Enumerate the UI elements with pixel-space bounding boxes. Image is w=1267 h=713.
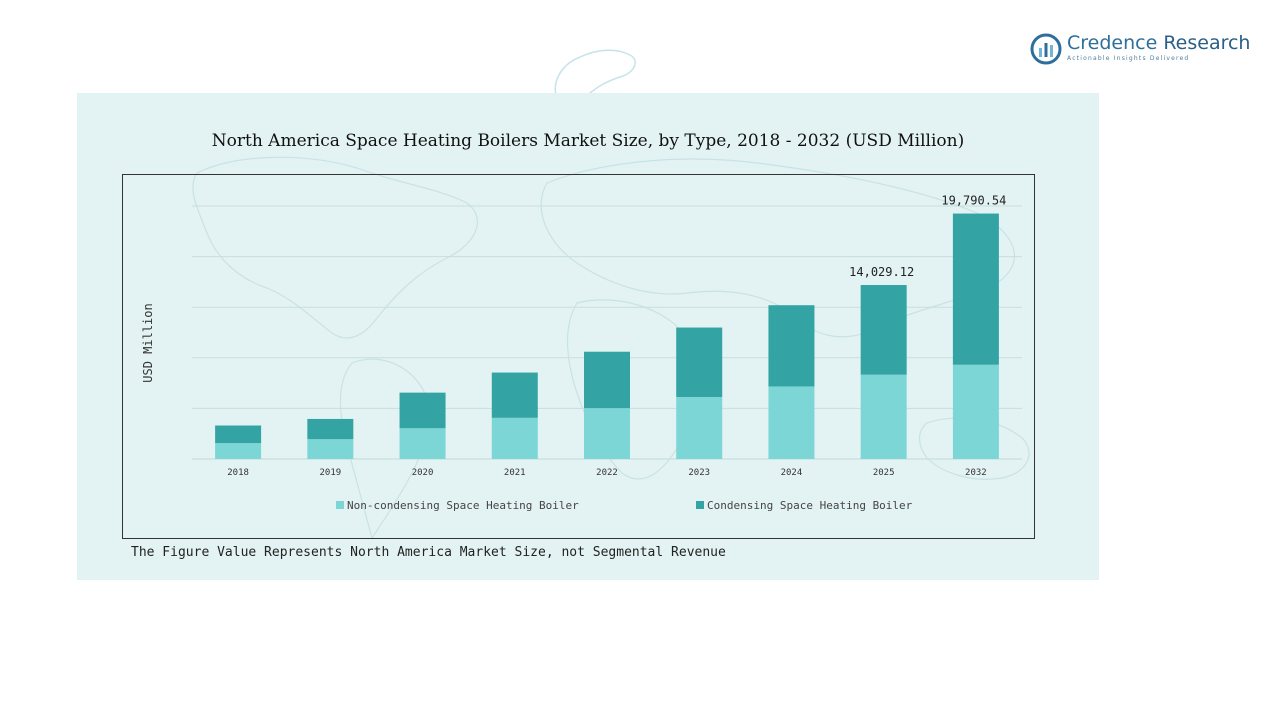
x-tick-label: 2018 [227, 468, 249, 478]
x-tick-label: 2023 [688, 468, 710, 478]
logo-name-part2: Research [1157, 32, 1251, 54]
bar-non-condensing-2019 [307, 439, 354, 459]
bar-non-condensing-2025 [860, 374, 907, 459]
bar-non-condensing-2020 [399, 428, 446, 459]
bar-non-condensing-2021 [491, 417, 538, 459]
bar-condensing-2023 [676, 327, 723, 397]
bar-condensing-2019 [307, 418, 354, 440]
bar-condensing-2018 [215, 425, 262, 444]
bar-condensing-2021 [491, 372, 538, 418]
bar-condensing-2022 [584, 351, 630, 409]
plot-frame [122, 174, 1035, 539]
x-tick-label: 2022 [596, 468, 618, 478]
bar-condensing-2032 [952, 213, 999, 365]
legend-label-0: Non-condensing Space Heating Boiler [347, 499, 579, 512]
bar-non-condensing-2024 [768, 386, 815, 459]
bars [215, 213, 999, 459]
chart-panel: North America Space Heating Boilers Mark… [77, 93, 1099, 580]
data-label-2025: 14,029.12 [849, 265, 914, 279]
legend: Non-condensing Space Heating Boiler Conde… [336, 499, 913, 512]
x-tick-label: 2024 [781, 468, 803, 478]
x-tick-label: 2032 [965, 468, 987, 478]
footnote: The Figure Value Represents North Americ… [131, 545, 726, 560]
logo-name-part1: Credence [1067, 32, 1158, 54]
x-tick-label: 2020 [412, 468, 434, 478]
bar-non-condensing-2032 [952, 364, 999, 459]
logo-wordmark: Credence Research [1067, 32, 1250, 54]
bar-non-condensing-2023 [676, 396, 723, 459]
bar-condensing-2024 [768, 305, 815, 387]
logo-tagline: Actionable Insights Delivered [1067, 55, 1190, 62]
bar-condensing-2025 [860, 285, 907, 375]
y-axis-label: USD Million [141, 303, 155, 382]
credence-research-logo: Credence Research Actionable Insights De… [1030, 30, 1250, 70]
bar-non-condensing-2018 [215, 443, 262, 459]
bar-non-condensing-2022 [584, 408, 630, 459]
legend-swatch-1 [696, 501, 704, 509]
x-tick-label: 2019 [319, 468, 341, 478]
legend-swatch-0 [336, 501, 344, 509]
bar-condensing-2020 [399, 392, 446, 429]
labels: USD Million 2018 2019 2020 2021 2022 2023 2024 2… [141, 194, 1006, 478]
data-label-2032: 19,790.54 [941, 194, 1006, 208]
x-tick-label: 2021 [504, 468, 526, 478]
chart-title: North America Space Heating Boilers Mark… [211, 131, 965, 151]
x-tick-label: 2025 [873, 468, 895, 478]
legend-label-1: Condensing Space Heating Boiler [707, 499, 913, 512]
stacked-bar-chart: USD Million 2018 2019 2020 2021 2022 2023 2024 2… [141, 194, 1022, 512]
bar-chart-logo-icon [1030, 33, 1062, 65]
